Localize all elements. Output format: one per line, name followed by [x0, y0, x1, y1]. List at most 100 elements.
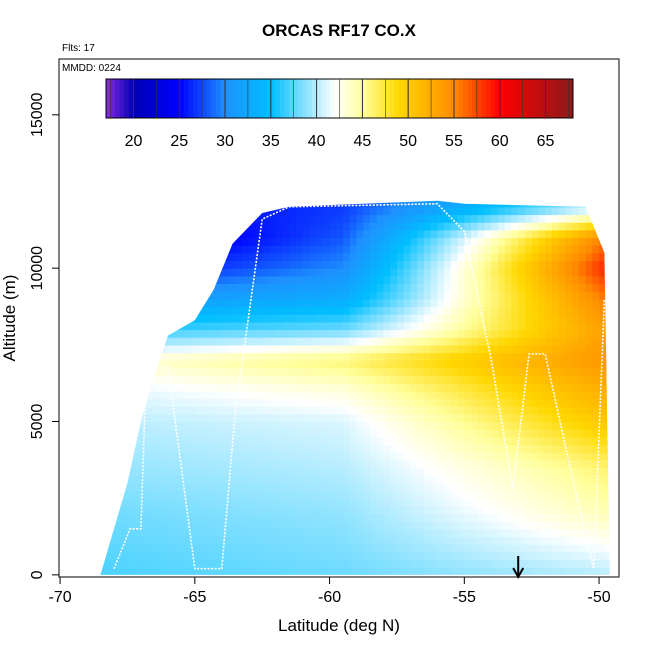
field-cell — [558, 475, 566, 484]
field-cell — [255, 536, 263, 545]
field-cell — [100, 375, 108, 384]
field-cell — [498, 191, 505, 199]
colorbar-cell — [527, 79, 533, 118]
field-cell — [309, 283, 317, 292]
field-cell — [599, 413, 607, 423]
colorbar-cell — [197, 79, 203, 118]
field-cell — [545, 475, 553, 484]
field-cell — [504, 390, 513, 400]
field-cell — [585, 482, 593, 492]
field-cell — [188, 283, 196, 292]
field-cell — [268, 551, 277, 561]
field-cell — [221, 536, 230, 545]
field-cell — [188, 200, 196, 208]
field-cell — [578, 360, 587, 369]
field-cell — [565, 513, 573, 522]
field-cell — [241, 306, 250, 315]
field-cell — [430, 436, 438, 446]
field-cell — [188, 321, 196, 331]
field-cell — [518, 498, 526, 507]
field-cell — [336, 329, 344, 338]
field-cell — [140, 551, 149, 561]
field-cell — [221, 291, 230, 300]
colorbar-cell — [215, 79, 221, 118]
field-cell — [376, 459, 385, 469]
field-cell — [322, 421, 331, 430]
field-cell — [248, 298, 257, 308]
field-cell — [302, 505, 310, 515]
field-cell — [524, 206, 533, 216]
field-cell — [383, 559, 391, 568]
field-cell — [120, 559, 129, 568]
field-cell — [208, 191, 215, 199]
field-cell — [154, 191, 161, 199]
field-cell — [531, 306, 540, 315]
field-cell — [430, 291, 438, 300]
field-cell — [578, 229, 587, 239]
field-cell — [599, 245, 607, 254]
field-cell — [356, 206, 364, 216]
field-cell — [309, 567, 317, 575]
field-cell — [457, 429, 465, 438]
field-cell — [215, 344, 223, 354]
field-cell — [396, 398, 405, 407]
field-cell — [551, 406, 560, 415]
field-cell — [336, 268, 344, 277]
field-cell — [511, 337, 519, 346]
field-cell — [471, 551, 479, 561]
field-cell — [592, 298, 600, 308]
field-cell — [504, 245, 513, 254]
field-cell — [201, 475, 209, 484]
field-cell — [437, 360, 445, 369]
field-cell — [524, 398, 533, 407]
field-cell — [484, 268, 492, 277]
field-cell — [100, 337, 108, 346]
field-cell — [329, 452, 337, 461]
field-cell — [403, 444, 412, 453]
field-cell — [423, 390, 432, 400]
field-cell — [309, 498, 317, 507]
field-cell — [282, 191, 289, 199]
field-cell — [194, 452, 203, 461]
field-cell — [605, 222, 610, 231]
field-cell — [464, 429, 472, 438]
field-cell — [430, 245, 438, 254]
field-cell — [498, 314, 506, 323]
field-cell — [309, 521, 317, 530]
field-cell — [605, 321, 610, 331]
field-cell — [592, 283, 600, 292]
field-cell — [471, 252, 479, 262]
field-cell — [498, 206, 506, 216]
field-cell — [518, 482, 526, 492]
field-cell — [336, 214, 344, 223]
field-cell — [181, 406, 189, 415]
field-cell — [524, 521, 533, 530]
field-cell — [572, 329, 580, 338]
field-cell — [572, 367, 580, 377]
field-cell — [228, 206, 236, 216]
field-cell — [235, 200, 243, 208]
field-cell — [329, 475, 337, 484]
field-cell — [201, 482, 209, 492]
field-cell — [100, 398, 102, 407]
field-cell — [161, 206, 169, 216]
field-cell — [363, 390, 371, 400]
field-cell — [585, 214, 593, 223]
field-cell — [471, 298, 479, 308]
field-cell — [551, 383, 560, 392]
field-cell — [464, 559, 472, 568]
field-cell — [477, 275, 486, 285]
field-cell — [592, 452, 600, 461]
field-cell — [417, 367, 425, 377]
field-cell — [518, 245, 526, 254]
field-cell — [309, 252, 317, 262]
field-cell — [268, 390, 277, 400]
field-cell — [268, 360, 277, 369]
field-cell — [396, 344, 405, 354]
field-cell — [282, 337, 290, 346]
field-cell — [349, 329, 358, 338]
field-cell — [282, 360, 290, 369]
field-cell — [471, 314, 479, 323]
field-cell — [369, 229, 378, 239]
field-cell — [100, 200, 108, 208]
